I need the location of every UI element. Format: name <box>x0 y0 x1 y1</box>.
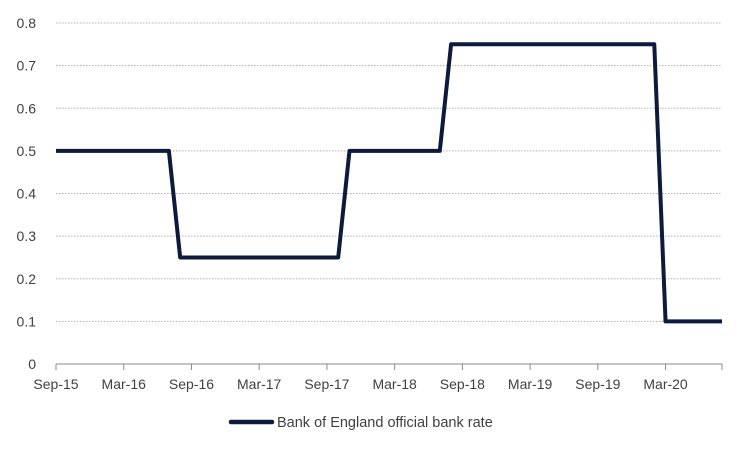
y-tick-label: 0.2 <box>17 271 37 287</box>
x-tick-label: Sep-18 <box>440 376 485 392</box>
y-tick-label: 0.7 <box>17 58 37 74</box>
y-tick-label: 0 <box>28 356 36 372</box>
x-tick-label: Sep-17 <box>304 376 349 392</box>
gridlines <box>56 22 722 322</box>
y-tick-label: 0.8 <box>17 15 37 31</box>
x-tick-label: Sep-15 <box>33 376 78 392</box>
y-tick-label: 0.6 <box>17 100 37 116</box>
x-tick-label: Mar-17 <box>237 376 282 392</box>
x-axis-labels: Sep-15 Mar-16 Sep-16 Mar-17 Sep-17 Mar-18 Sep-… <box>33 376 688 392</box>
x-tick-label: Mar-16 <box>102 376 147 392</box>
x-tick-label: Mar-20 <box>643 376 688 392</box>
y-tick-label: 0.5 <box>17 143 37 159</box>
legend: Bank of England official bank rate <box>228 415 493 431</box>
series-group <box>55 42 723 324</box>
x-tick-label: Mar-19 <box>508 376 553 392</box>
y-tick-label: 0.4 <box>17 186 37 202</box>
x-tick-label: Sep-19 <box>575 376 620 392</box>
legend-label: Bank of England official bank rate <box>277 415 493 431</box>
series-line <box>56 42 722 324</box>
y-tick-label: 0.3 <box>17 228 37 244</box>
x-tick-label: Sep-16 <box>169 376 214 392</box>
y-axis-labels: 0 0.1 0.2 0.3 0.4 0.5 0.6 0.7 0.8 <box>17 15 37 372</box>
x-tick-label: Mar-18 <box>372 376 417 392</box>
x-axis <box>55 363 723 370</box>
y-tick-label: 0.1 <box>17 313 37 329</box>
